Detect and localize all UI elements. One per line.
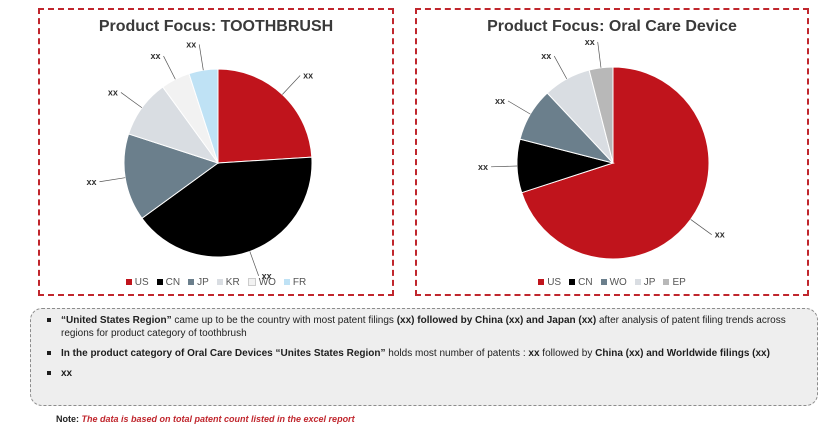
finding-text: xx <box>61 368 73 379</box>
oral-care-pie-chart: xx xx xx xx xx <box>478 37 725 260</box>
leader-line <box>163 55 176 80</box>
footnote-text: The data is based on total patent count … <box>81 414 355 424</box>
finding-item: In the product category of Oral Care Dev… <box>47 347 803 360</box>
finding-text: China (xx) and Worldwide filings (xx) <box>595 348 770 359</box>
data-label: xx <box>151 51 161 61</box>
leader-line <box>597 41 602 68</box>
finding-text: xx <box>528 348 540 359</box>
footnote-label: Note: <box>56 414 79 424</box>
toothbrush-chart-panel: Product Focus: TOOTHBRUSH xx xx xx xx xx xx U… <box>38 8 394 296</box>
legend-item-kr: KR <box>216 277 240 288</box>
finding-item: xx <box>47 367 803 380</box>
bullet-icon <box>47 371 51 375</box>
chart-title: Product Focus: TOOTHBRUSH <box>98 18 334 35</box>
leader-line <box>99 177 126 183</box>
pie-slice-ep <box>588 66 614 164</box>
chart-legend: US CN WO JP EP <box>417 277 807 288</box>
legend-swatch <box>663 279 670 286</box>
data-label: xx <box>108 87 118 97</box>
legend-item-jp: JP <box>634 277 656 288</box>
legend-swatch <box>247 278 256 287</box>
legend-label: FR <box>292 277 307 288</box>
data-label: xx <box>303 71 313 81</box>
finding-text: “United States Region” <box>61 315 172 326</box>
legend-label: CN <box>165 277 181 288</box>
legend-swatch <box>569 279 576 286</box>
finding-text: In the product category of Oral Care Dev… <box>61 348 386 359</box>
finding-text: (xx) followed by China (xx) and Japan (x… <box>396 315 597 326</box>
finding-text: holds most number of patents : <box>385 348 529 359</box>
data-label: xx <box>262 271 272 281</box>
data-label: xx <box>585 37 595 47</box>
leader-line <box>690 219 712 235</box>
footnote: Note: The data is based on total patent … <box>56 414 355 424</box>
legend-item-wo: WO <box>600 277 627 288</box>
legend-item-jp: JP <box>188 277 209 288</box>
legend-swatch <box>600 279 607 286</box>
leader-line <box>249 251 259 277</box>
legend-swatch <box>634 279 641 286</box>
chart-legend: US CN JP KR WO FR <box>40 277 392 288</box>
legend-label: JP <box>197 277 209 288</box>
data-label: xx <box>478 162 488 172</box>
leader-line <box>198 44 204 71</box>
toothbrush-pie-chart: xx xx xx xx xx xx <box>86 39 313 281</box>
finding-text: after analysis of patent filing trends a… <box>61 315 786 339</box>
leader-line <box>507 100 531 115</box>
legend-swatch <box>283 279 290 286</box>
findings-box: “United States Region” came up to be the… <box>30 308 818 406</box>
bullet-icon <box>47 351 51 355</box>
legend-swatch <box>216 279 223 286</box>
legend-label: JP <box>643 277 656 288</box>
leader-line <box>282 75 301 95</box>
legend-item-ep: EP <box>663 277 686 288</box>
data-label: xx <box>186 39 196 49</box>
bullet-icon <box>47 318 51 322</box>
leader-line <box>120 92 143 109</box>
data-label: xx <box>541 51 551 61</box>
legend-label: US <box>547 277 562 288</box>
legend-swatch <box>125 279 132 286</box>
pie-slice-jp <box>123 133 220 219</box>
legend-item-us: US <box>125 277 149 288</box>
finding-text: followed by <box>539 348 596 359</box>
legend-item-cn: CN <box>156 277 181 288</box>
legend-label: WO <box>609 277 627 288</box>
legend-item-fr: FR <box>283 277 307 288</box>
oral-care-chart-panel: Product Focus: Oral Care Device xx xx xx xx… <box>415 8 809 296</box>
legend-item-wo: WO <box>247 277 276 288</box>
chart-title: Product Focus: Oral Care Device <box>487 18 737 35</box>
legend-label: KR <box>225 277 240 288</box>
data-label: xx <box>715 230 725 240</box>
legend-swatch <box>156 279 163 286</box>
legend-label: WO <box>258 277 276 288</box>
data-label: xx <box>86 177 96 187</box>
legend-label: US <box>134 277 149 288</box>
legend-label: CN <box>578 277 593 288</box>
leader-line <box>553 55 568 80</box>
finding-item: “United States Region” came up to be the… <box>47 314 803 340</box>
pie-slice-us <box>217 68 313 164</box>
legend-label: EP <box>672 277 686 288</box>
legend-swatch <box>538 279 545 286</box>
legend-item-cn: CN <box>569 277 593 288</box>
legend-item-us: US <box>538 277 561 288</box>
legend-swatch <box>188 279 195 286</box>
finding-text: came up to be the country with most pate… <box>171 315 397 326</box>
data-label: xx <box>495 96 505 106</box>
leader-line <box>491 165 518 168</box>
